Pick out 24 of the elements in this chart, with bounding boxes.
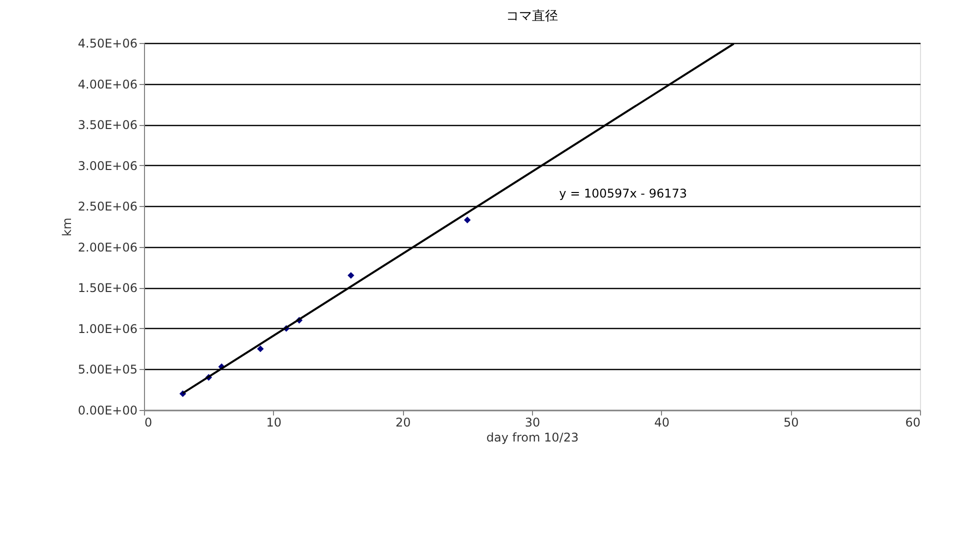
y-tick-label: 5.00E+05: [78, 362, 138, 377]
point: [464, 216, 471, 224]
x-tick-label: 50: [784, 416, 799, 430]
x-tick-label: 20: [396, 416, 411, 430]
annotation: y = 100597x - 96173: [559, 186, 687, 200]
y-tick-label: 2.50E+06: [78, 200, 138, 214]
y-tick-label: 3.00E+06: [78, 158, 138, 173]
x-tick-label: 40: [654, 416, 670, 430]
x-tick-label: 30: [524, 416, 540, 430]
x-tick-label: 0: [144, 416, 152, 430]
x-tick-label: 60: [905, 416, 920, 430]
chart-title: コマ直径: [506, 9, 558, 24]
y-tick-label: 2.00E+06: [78, 240, 138, 254]
y-tick-label: 1.00E+06: [78, 322, 138, 336]
y-axis-title: km: [60, 218, 74, 236]
x-axis-title: day from 10/23: [486, 430, 579, 444]
y-tick-label: 4.50E+06: [78, 36, 138, 50]
point: [257, 345, 264, 352]
y-tick-label: 4.00E+06: [78, 77, 138, 92]
y-tick-label: 0.00E+00: [78, 404, 138, 418]
y-tick-label: 1.50E+06: [78, 281, 138, 296]
y-tick-label: 3.50E+06: [78, 118, 138, 132]
point: [348, 272, 354, 279]
x-tick-label: 10: [266, 416, 282, 430]
